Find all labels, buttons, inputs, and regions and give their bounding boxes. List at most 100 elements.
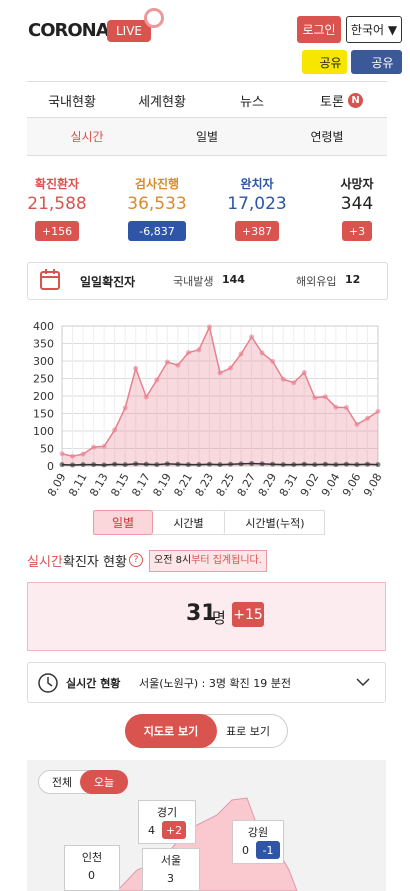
point — [133, 461, 139, 467]
y-tick-label: 0 — [47, 460, 54, 473]
point — [143, 461, 149, 467]
daily-box — [27, 262, 388, 300]
point — [164, 461, 170, 467]
y-tick-label: 150 — [33, 408, 54, 421]
new-badge: N — [348, 93, 363, 108]
point — [354, 462, 360, 468]
overseas-label: 해외유입 — [296, 275, 337, 288]
point — [70, 462, 76, 468]
table-view-button[interactable]: 표로 보기 — [226, 725, 270, 738]
kakao-share[interactable]: 공유 — [302, 50, 347, 74]
point — [301, 370, 307, 376]
x-tick-label: 8.13 — [87, 471, 111, 499]
region-name: 서울 — [160, 854, 182, 867]
region-name: 강원 — [247, 826, 269, 839]
x-tick-label: 8.11 — [66, 471, 90, 499]
point — [270, 358, 276, 364]
point — [70, 453, 76, 459]
point — [312, 395, 318, 401]
x-tick-label: 8.09 — [45, 471, 69, 499]
domestic-label: 국내발생 — [173, 275, 214, 288]
subtab[interactable]: 연령별 — [310, 130, 344, 144]
language-select[interactable]: 한국어 ▼ — [346, 16, 402, 43]
point — [333, 462, 339, 468]
point — [175, 362, 181, 368]
point — [164, 359, 170, 365]
domestic-value: 144 — [222, 273, 245, 286]
nav-tab[interactable]: 세계현황 — [138, 95, 186, 110]
point — [228, 365, 234, 371]
region-change: +2 — [162, 821, 186, 839]
chart: 0 50 100 150 200 250 300 350 400 8.098.118.138.15… — [33, 320, 385, 499]
stat-change: +156 — [35, 221, 79, 241]
realtime-title: 확진자 현황 — [63, 555, 127, 570]
x-tick-label: 9.04 — [319, 471, 343, 499]
point — [101, 443, 107, 449]
stat-value: 36,533 — [127, 194, 187, 214]
chart-tab[interactable]: 일별 — [93, 510, 153, 535]
point — [291, 380, 297, 386]
clock-icon — [38, 673, 58, 693]
point — [217, 370, 223, 376]
point — [122, 405, 128, 411]
filter-all[interactable]: 전체 — [51, 776, 73, 789]
point — [291, 462, 297, 468]
x-tick-label: 8.17 — [129, 471, 153, 499]
chart-tab[interactable]: 시간별 — [153, 510, 225, 535]
nav-tab[interactable]: 토론 — [320, 95, 344, 110]
filter-today[interactable]: 오늘 — [80, 770, 128, 794]
point — [154, 462, 160, 468]
help-icon[interactable]: ? — [129, 553, 143, 567]
stat-change: +387 — [235, 221, 279, 241]
point — [238, 351, 244, 357]
map-view-button[interactable]: 지도로 보기 — [125, 714, 217, 748]
point — [217, 462, 223, 468]
y-tick-label: 100 — [33, 425, 54, 438]
live-icon — [144, 8, 164, 28]
point — [196, 462, 202, 468]
point — [322, 461, 328, 467]
point — [122, 462, 128, 468]
daily-title: 일일확진자 — [80, 275, 136, 289]
calendar-icon — [40, 269, 60, 290]
x-tick-label: 8.29 — [256, 471, 280, 499]
subtab[interactable]: 일별 — [195, 130, 219, 144]
subtab[interactable]: 실시간 — [70, 130, 104, 144]
notice: 오전 8시부터 집계됩니다. — [149, 550, 267, 572]
x-tick-label: 8.21 — [171, 471, 195, 499]
count-box — [27, 582, 386, 651]
stat-value: 21,588 — [27, 194, 87, 214]
nav-tab[interactable]: 국내현황 — [48, 95, 96, 110]
facebook-share[interactable]: 공유 — [351, 50, 402, 74]
overseas-value: 12 — [345, 273, 361, 286]
point — [312, 462, 318, 468]
point — [343, 405, 349, 411]
point — [280, 462, 286, 468]
stat-label: 검사진행 — [134, 177, 180, 191]
y-tick-label: 400 — [33, 320, 54, 333]
point — [154, 377, 160, 383]
stat-change: +3 — [342, 221, 372, 241]
status-title: 실시간 현황 — [66, 677, 121, 690]
count-unit: 명 — [212, 609, 226, 627]
x-tick-label: 8.31 — [277, 471, 301, 499]
status-box[interactable] — [27, 662, 386, 703]
y-tick-label: 50 — [40, 443, 54, 456]
point — [259, 350, 265, 356]
stat-label: 완치자 — [240, 177, 274, 191]
point — [185, 350, 191, 356]
point — [301, 461, 307, 467]
point — [59, 462, 65, 468]
point — [238, 461, 244, 467]
x-tick-label: 8.27 — [235, 471, 259, 499]
chart-tab[interactable]: 시간별(누적) — [245, 516, 305, 530]
point — [375, 408, 381, 414]
y-tick-label: 250 — [33, 373, 54, 386]
point — [228, 461, 234, 467]
point — [375, 462, 381, 468]
point — [343, 461, 349, 467]
point — [259, 461, 265, 467]
login-button[interactable]: 로그인 — [297, 16, 341, 43]
nav-tab[interactable]: 뉴스 — [240, 95, 264, 110]
